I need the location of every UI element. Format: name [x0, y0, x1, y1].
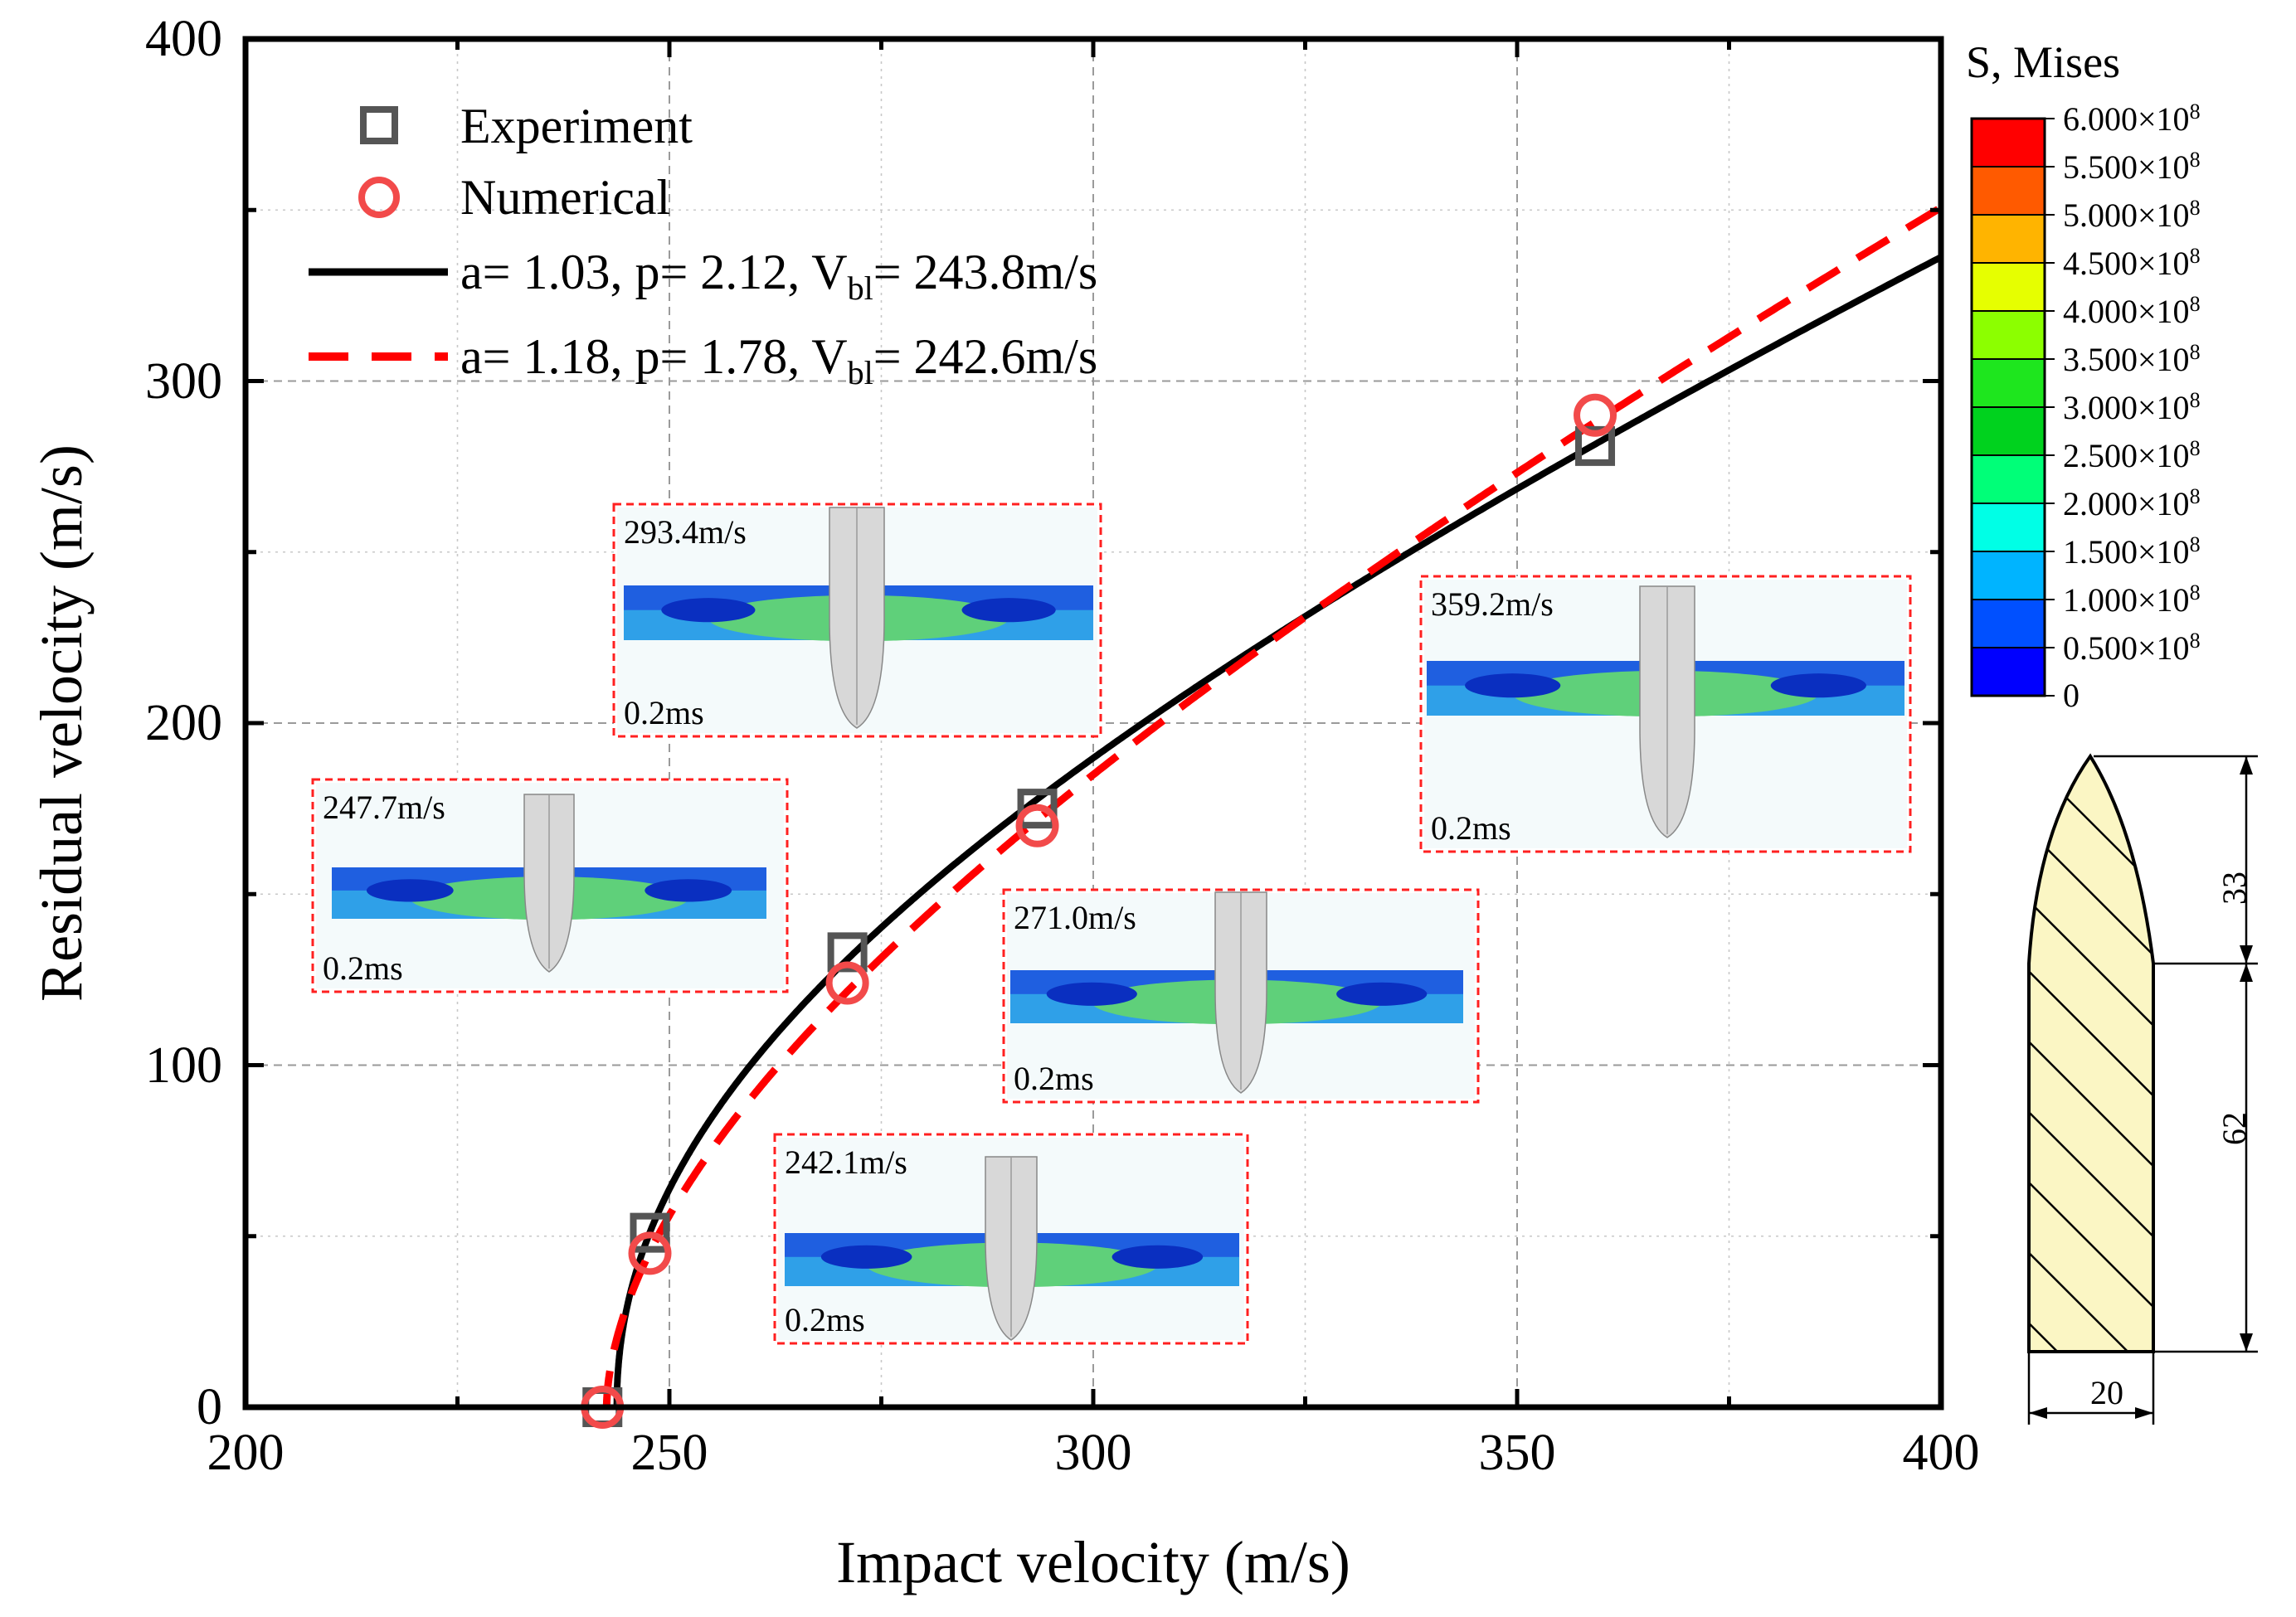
- colorbar-swatch: [1971, 166, 2045, 216]
- colorbar-swatch: [1971, 118, 2045, 168]
- dimension-arrow: [2240, 945, 2253, 964]
- projectile-sketch: [2027, 753, 2258, 1425]
- inset-panels: [311, 503, 1912, 1345]
- marker-experiment: [630, 1212, 670, 1253]
- colorbar-swatch: [1971, 262, 2045, 312]
- colorbar-swatch: [1971, 551, 2045, 600]
- inset-plate-low-right: [1112, 1245, 1204, 1269]
- curve-fit-experiment: [613, 254, 1941, 1407]
- inset-plate-low-left: [1465, 673, 1561, 698]
- inset-plate-low-right: [1770, 673, 1866, 698]
- inset-4: [1419, 575, 1912, 853]
- inset-2: [1002, 888, 1480, 1104]
- marker-numerical: [1015, 804, 1059, 847]
- dimension-arrow: [2240, 964, 2253, 982]
- legend-swatches: [309, 106, 448, 361]
- fit-curves: [602, 204, 1941, 1407]
- dimension-arrow: [2029, 1407, 2047, 1419]
- axis-ticks: [243, 36, 1943, 1410]
- inset-plate-low-left: [366, 879, 454, 902]
- colorbar-swatch: [1971, 406, 2045, 456]
- colorbar-swatch: [1971, 310, 2045, 360]
- dimension-arrow: [2135, 1407, 2153, 1419]
- marker-numerical: [1574, 393, 1617, 437]
- data-markers: [581, 393, 1617, 1429]
- inset-0: [612, 503, 1102, 738]
- inset-3: [773, 1133, 1249, 1345]
- marker-experiment: [1017, 789, 1058, 829]
- colorbar-swatch: [1971, 503, 2045, 552]
- colorbar-swatch: [1971, 214, 2045, 264]
- dimension-arrow: [2240, 1333, 2253, 1352]
- dimension-arrow: [2240, 756, 2253, 775]
- inset-plate-low-right: [645, 879, 732, 902]
- colorbar-swatch: [1971, 647, 2045, 697]
- inset-plate-low-right: [1336, 982, 1428, 1006]
- colorbar-swatch: [1971, 454, 2045, 504]
- legend-swatch-numerical: [358, 177, 400, 218]
- curve-fit-numerical: [602, 204, 1941, 1407]
- colorbar: [1970, 117, 2055, 697]
- inset-plate-low-left: [1046, 982, 1137, 1006]
- legend-swatch-experiment: [360, 106, 398, 144]
- marker-numerical: [628, 1231, 672, 1275]
- inset-plate-low-left: [820, 1245, 912, 1269]
- projectile-body: [2027, 753, 2155, 1353]
- marker-experiment: [827, 932, 868, 973]
- inset-plate-low-left: [661, 598, 756, 623]
- inset-plate-low-right: [961, 598, 1056, 623]
- inset-1: [311, 778, 789, 993]
- colorbar-swatch: [1971, 358, 2045, 408]
- colorbar-swatch: [1971, 599, 2045, 648]
- marker-experiment: [1575, 425, 1616, 466]
- marker-numerical: [825, 961, 869, 1005]
